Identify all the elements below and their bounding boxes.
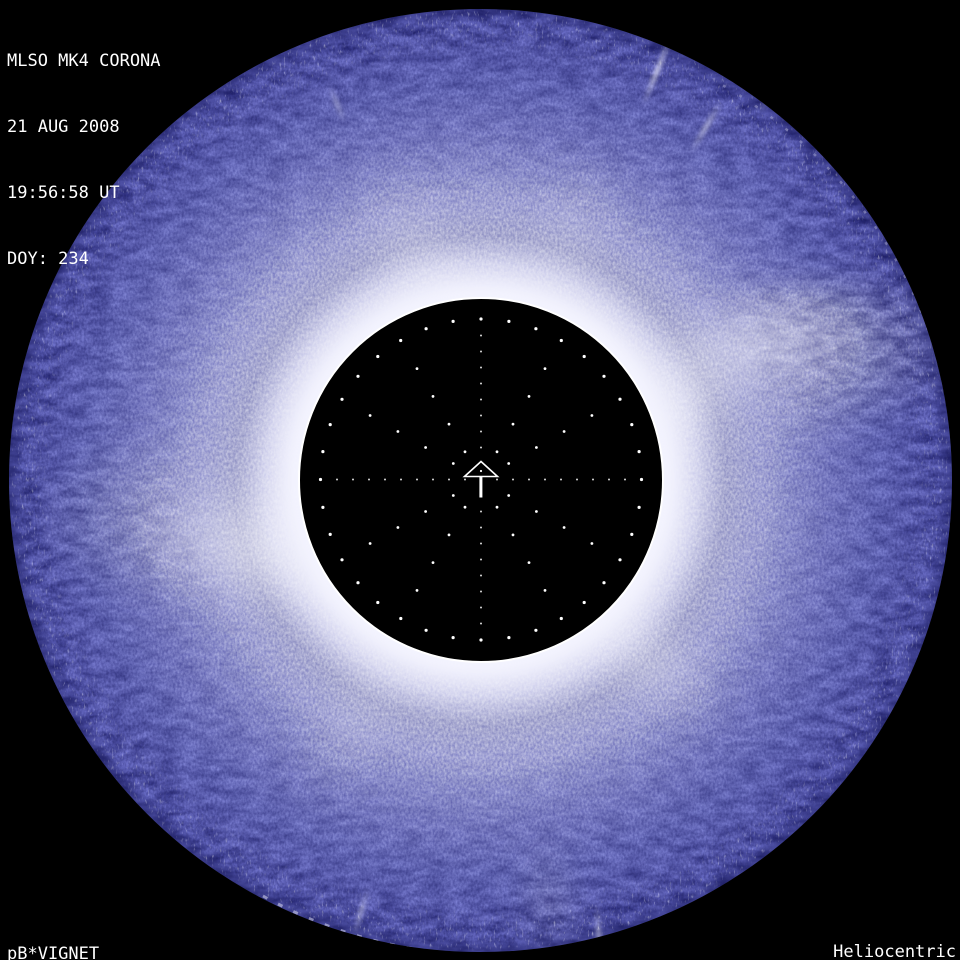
header-annotation: MLSO MK4 CORONA 21 AUG 2008 19:56:58 UT …: [7, 6, 161, 314]
coordinate-system-label: Heliocentric: [833, 942, 956, 960]
date-label: 21 AUG 2008: [7, 117, 120, 137]
data-product-label: pB*VIGNET: [7, 944, 100, 960]
rim-bright-arcs: [256, 84, 930, 952]
time-label: 19:56:58 UT: [7, 183, 120, 203]
doy-label: DOY: 234: [7, 249, 89, 269]
footer-annotation: pB*VIGNET MIN: -150.00 MAX: 500.00: [7, 899, 130, 960]
north-arrow-icon: [462, 460, 500, 498]
instrument-label: MLSO MK4 CORONA: [7, 51, 161, 71]
bottom-rim-arc: [256, 891, 724, 952]
fiducial-dot-grid: [318, 317, 644, 642]
